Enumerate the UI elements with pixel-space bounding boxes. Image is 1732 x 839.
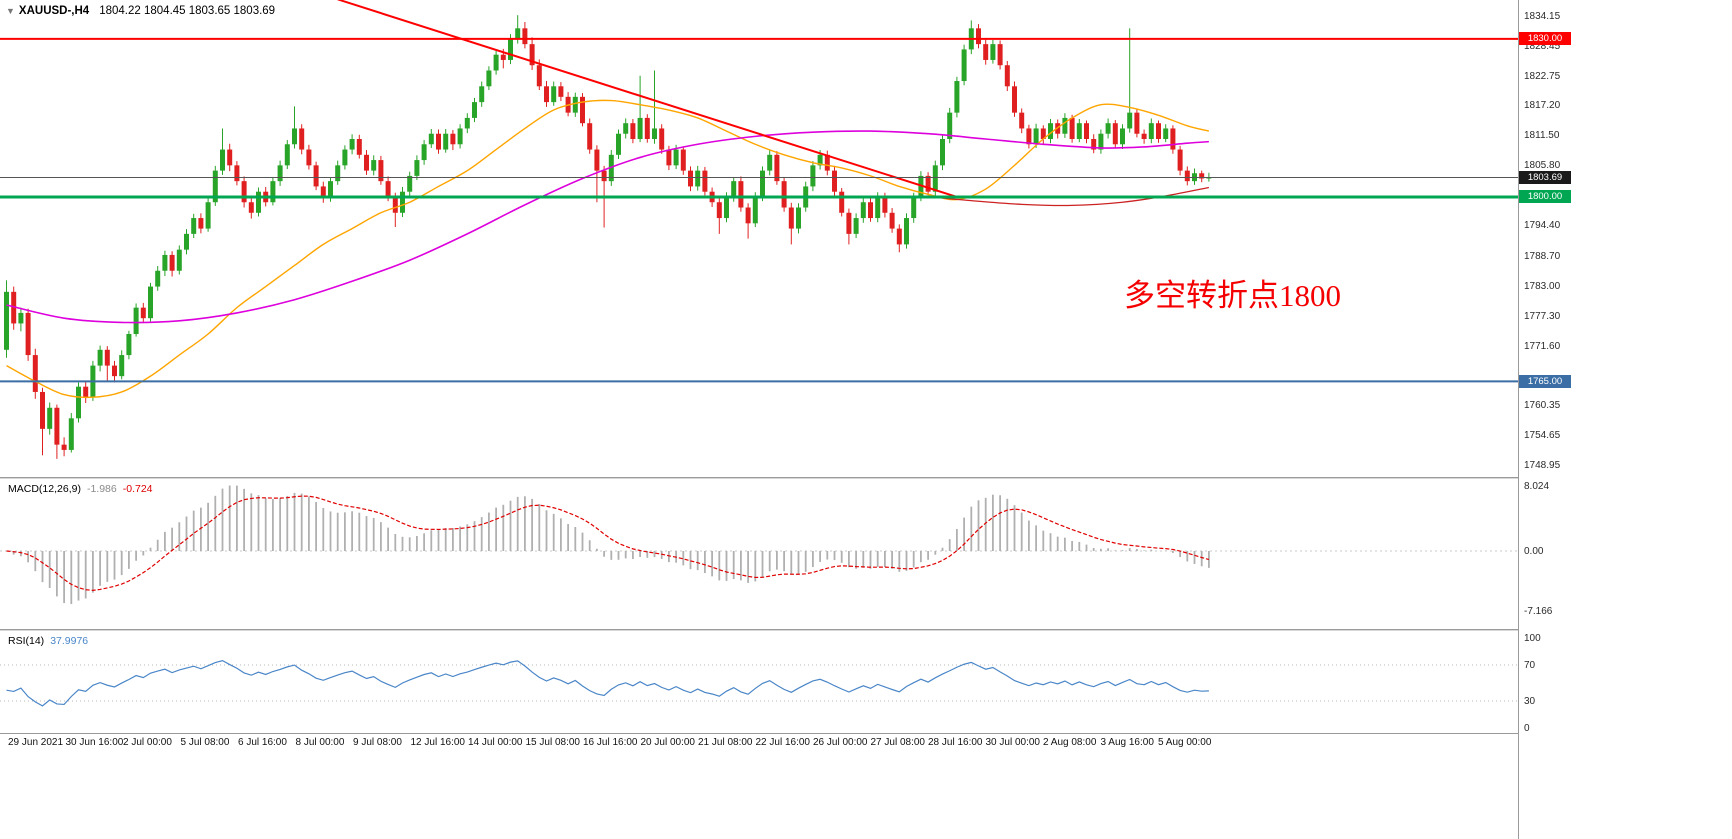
time-axis-label: 3 Aug 16:00 xyxy=(1100,737,1154,748)
time-axis-label: 16 Jul 16:00 xyxy=(583,737,638,748)
rsi-axis-label: 100 xyxy=(1524,633,1541,644)
price-axis-label: 1834.15 xyxy=(1524,11,1561,22)
candles-series xyxy=(4,15,1212,459)
rsi-value: 37.9976 xyxy=(50,635,89,647)
price-axis-label: 1777.30 xyxy=(1524,310,1561,322)
panel-divider-highlight xyxy=(0,630,1732,631)
time-axis-label: 27 Jul 08:00 xyxy=(870,737,926,748)
price-axis-label: 1788.70 xyxy=(1524,250,1561,262)
time-axis-label: 21 Jul 08:00 xyxy=(698,737,753,748)
price-axis[interactable]: 1834.15 1828.45 1822.75 1817.20 1811.50 1805.… xyxy=(1518,0,1732,839)
panel-divider[interactable] xyxy=(0,629,1732,630)
price-axis-label: 1805.80 xyxy=(1524,160,1561,172)
panel-divider[interactable] xyxy=(0,477,1732,478)
time-axis-label: 9 Jul 08:00 xyxy=(353,737,402,748)
macd-signal-line xyxy=(6,495,1210,591)
time-axis-label: 30 Jun 16:00 xyxy=(65,737,124,748)
time-axis-label: 2 Aug 08:00 xyxy=(1043,737,1097,748)
time-axis-label: 15 Jul 08:00 xyxy=(525,737,581,748)
price-axis-label: 1817.20 xyxy=(1524,100,1561,112)
time-axis-divider xyxy=(0,733,1732,734)
macd-axis-label: 0.00 xyxy=(1524,546,1544,557)
price-tag-1765.00: 1765.00 xyxy=(1519,374,1571,388)
time-axis-label: 14 Jul 00:00 xyxy=(468,737,523,748)
price-tag-1800.00: 1800.00 xyxy=(1519,190,1571,204)
ohlc-values: 1804.22 1804.45 1803.65 1803.69 xyxy=(99,5,276,17)
macd-label: MACD(12,26,9) -1.986 -0.724 xyxy=(8,483,153,495)
panel-divider-highlight xyxy=(0,478,1732,479)
ma-fast-line xyxy=(6,99,1210,399)
rsi-canvas[interactable] xyxy=(0,631,1518,733)
price-tag-1803.69: 1803.69 xyxy=(1519,171,1571,185)
macd-panel[interactable]: MACD(12,26,9) -1.986 -0.724 xyxy=(0,479,1518,629)
price-axis-label: 1760.35 xyxy=(1524,399,1561,411)
price-axis-label: 1822.75 xyxy=(1524,71,1561,83)
price-axis-label: 1748.95 xyxy=(1524,460,1561,471)
rsi-label: RSI(14) 37.9976 xyxy=(8,635,88,647)
macd-name: MACD(12,26,9) xyxy=(8,483,81,495)
price-chart-panel[interactable]: ▼ XAUUSD-,H4 1804.22 1804.45 1803.65 1803.… xyxy=(0,0,1518,477)
time-axis-label: 26 Jul 00:00 xyxy=(813,737,868,748)
chart-header: ▼ XAUUSD-,H4 1804.22 1804.45 1803.65 1803.… xyxy=(6,5,275,17)
rsi-line xyxy=(6,660,1209,707)
price-axis-label: 1771.60 xyxy=(1524,340,1561,352)
time-axis[interactable]: 29 Jun 2021 30 Jun 16:00 2 Jul 00:00 5 Jul … xyxy=(0,735,1518,759)
price-axis-label: 1828.45 xyxy=(1524,41,1561,53)
time-axis-label: 28 Jul 16:00 xyxy=(928,737,983,748)
price-axis-label: 1811.50 xyxy=(1524,130,1560,142)
price-axis-label: 1794.40 xyxy=(1524,220,1561,232)
annotation-text[interactable]: 多空转折点1800 xyxy=(1124,278,1341,313)
symbol-timeframe-label: XAUUSD-,H4 xyxy=(18,5,90,17)
price-chart-canvas[interactable] xyxy=(0,0,1518,477)
macd-canvas[interactable] xyxy=(0,479,1518,629)
ma-slow-line xyxy=(6,130,1209,324)
rsi-panel[interactable]: RSI(14) 37.9976 xyxy=(0,631,1518,733)
macd-value-signal: -0.724 xyxy=(122,483,153,495)
rsi-axis-label: 30 xyxy=(1524,696,1536,707)
rsi-name: RSI(14) xyxy=(8,635,45,647)
chart-dropdown-icon[interactable]: ▼ xyxy=(6,6,15,16)
macd-axis-label: 8.024 xyxy=(1524,481,1550,492)
time-axis-label: 5 Aug 00:00 xyxy=(1158,737,1212,748)
time-axis-label: 30 Jul 00:00 xyxy=(985,737,1041,748)
macd-axis-label: -7.166 xyxy=(1524,606,1553,618)
time-axis-label: 5 Jul 08:00 xyxy=(180,737,230,748)
time-axis-label: 12 Jul 16:00 xyxy=(410,737,466,748)
time-axis-label: 8 Jul 00:00 xyxy=(295,737,345,748)
time-axis-label: 6 Jul 16:00 xyxy=(238,737,287,748)
macd-histogram xyxy=(12,485,1210,605)
time-axis-label: 29 Jun 2021 xyxy=(8,737,64,748)
time-axis-label: 22 Jul 16:00 xyxy=(755,737,811,748)
macd-value-main: -1.986 xyxy=(86,483,117,495)
time-axis-label: 2 Jul 00:00 xyxy=(123,737,172,748)
rsi-axis-label: 0 xyxy=(1524,723,1530,734)
descending-trendline[interactable] xyxy=(337,0,958,198)
price-tag-1830.00: 1830.00 xyxy=(1519,32,1571,46)
rsi-axis-label: 70 xyxy=(1524,660,1536,671)
price-axis-label: 1783.00 xyxy=(1524,280,1561,292)
time-axis-label: 20 Jul 00:00 xyxy=(640,737,696,748)
price-axis-label: 1754.65 xyxy=(1524,429,1561,441)
